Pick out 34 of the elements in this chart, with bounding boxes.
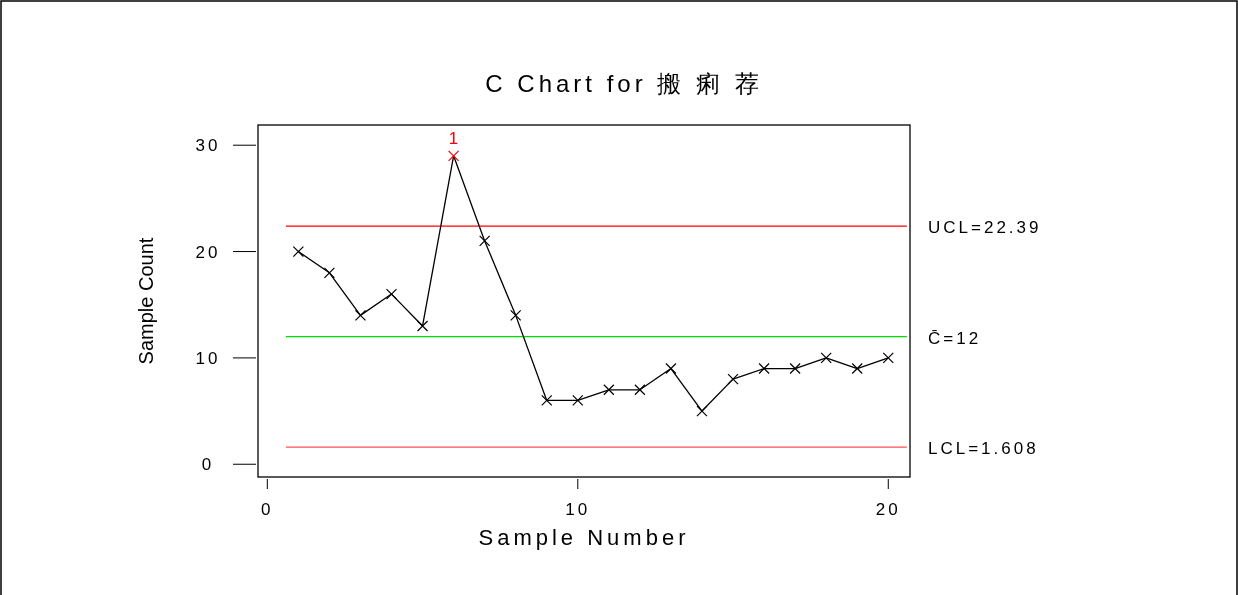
point: [510, 309, 522, 321]
point: [665, 362, 677, 375]
point: [789, 362, 801, 375]
ref-line-label: UCL=22.39: [928, 218, 1042, 238]
point: [727, 373, 739, 385]
point: [758, 362, 770, 375]
chart-title: C Chart for 搬 痢 荐: [485, 70, 763, 97]
annotation: 1: [448, 128, 459, 148]
y-tick-label: 10: [195, 348, 221, 368]
point: [882, 352, 894, 364]
x-tick-label: 0: [261, 500, 274, 519]
point: [634, 384, 646, 396]
x-tick-label: 20: [875, 500, 901, 519]
point: [479, 235, 491, 247]
ref-line-label: LCL=1.608: [928, 439, 1039, 459]
point: [354, 309, 367, 321]
x-tick-label: 10: [565, 500, 591, 519]
point: [448, 150, 460, 162]
y-tick-label: 0: [201, 455, 215, 475]
y-tick-label: 30: [195, 136, 221, 156]
point: [292, 245, 304, 258]
point: [385, 288, 398, 300]
point: [820, 352, 832, 364]
point: [541, 394, 553, 407]
point: [603, 384, 615, 396]
point: [416, 320, 429, 332]
point: [851, 362, 863, 375]
y-tick-label: 20: [195, 242, 221, 262]
point: [572, 394, 584, 407]
x-axis-title: Sample Number: [478, 525, 690, 550]
ref-line-label: C̄=12: [928, 328, 982, 348]
point: [323, 267, 336, 279]
point: [696, 405, 708, 417]
y-axis-title: Sample Count: [135, 237, 157, 365]
